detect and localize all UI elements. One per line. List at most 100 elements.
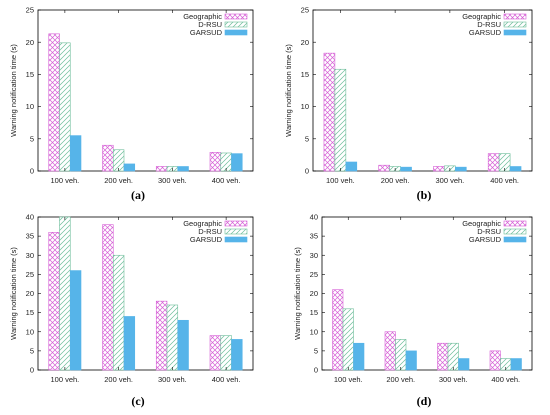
legend-swatch-geographic	[503, 13, 527, 20]
plot-frame	[312, 9, 533, 172]
x-tick-label: 400 veh.	[490, 176, 519, 185]
bar-garsud	[458, 358, 470, 371]
legend-label-geographic: Geographic	[462, 12, 501, 21]
plot-frame	[37, 9, 254, 172]
y-tick-label: 0	[314, 366, 318, 375]
bar-garsud	[509, 166, 522, 172]
bar-garsud	[405, 350, 417, 371]
bar-garsud	[345, 161, 358, 172]
legend-swatch-garsud	[224, 236, 248, 243]
y-tick-label: 35	[26, 232, 34, 241]
bar-geographic	[209, 335, 222, 371]
bar-garsud	[177, 319, 189, 371]
legend-swatch-d-rsu	[224, 21, 248, 28]
bar-geographic	[487, 153, 500, 172]
legend-swatch-geographic	[224, 13, 248, 20]
chart-panel: 0 5 10 15 20 25 30 35 40 Warning notification tim…	[293, 213, 533, 408]
y-tick-label: 10	[310, 327, 318, 336]
y-tick-label: 0	[30, 366, 34, 375]
bar-garsud	[231, 339, 243, 371]
bar-geographic	[332, 289, 344, 371]
bar-d-rsu	[59, 216, 71, 371]
panel-caption: (c)	[131, 394, 144, 408]
x-tick-label: 200 veh.	[104, 176, 133, 185]
bar-d-rsu	[112, 149, 125, 172]
legend-swatch-d-rsu	[503, 228, 527, 235]
y-tick-label: 15	[310, 308, 318, 317]
y-tick-label: 35	[310, 232, 318, 241]
legend-swatch-d-rsu	[224, 228, 248, 235]
legend-label-geographic: Geographic	[462, 219, 501, 228]
legend-label-d-rsu: D-RSU	[477, 227, 501, 236]
bar-geographic	[384, 331, 396, 371]
y-tick-label: 0	[30, 167, 34, 176]
bar-d-rsu	[342, 308, 354, 371]
panel-caption: (d)	[417, 394, 432, 408]
x-tick-label: 300 veh.	[439, 375, 468, 384]
x-tick-label: 300 veh.	[158, 375, 187, 384]
y-tick-label: 20	[26, 38, 34, 47]
legend-label-geographic: Geographic	[183, 219, 222, 228]
legend-swatch-geographic	[224, 220, 248, 227]
bar-geographic	[102, 224, 114, 371]
x-tick-label: 200 veh.	[381, 176, 410, 185]
legend-label-garsud: GARSUD	[190, 28, 223, 37]
bar-geographic	[437, 342, 449, 371]
x-tick-label: 400 veh.	[491, 375, 520, 384]
x-tick-label: 100 veh.	[50, 176, 79, 185]
legend-swatch-geographic	[503, 220, 527, 227]
bar-d-rsu	[447, 342, 459, 371]
y-tick-label: 15	[301, 70, 309, 79]
y-axis-label: Warning notification time (s)	[293, 247, 302, 340]
y-tick-label: 10	[301, 102, 309, 111]
x-tick-label: 100 veh.	[50, 375, 79, 384]
x-tick-label: 400 veh.	[212, 375, 241, 384]
chart-panel: 0 5 10 15 20 25 Warning notification time (s) 1…	[284, 6, 533, 202]
bar-d-rsu	[59, 42, 71, 172]
y-tick-label: 25	[301, 6, 309, 15]
legend-label-geographic: Geographic	[183, 12, 222, 21]
legend-label-garsud: GARSUD	[190, 235, 223, 244]
y-tick-label: 5	[305, 134, 309, 143]
y-tick-label: 40	[310, 213, 318, 222]
bar-garsud	[177, 166, 189, 172]
y-axis-label: Warning notification time (s)	[9, 44, 18, 137]
bar-garsud	[69, 135, 82, 172]
x-tick-label: 200 veh.	[386, 375, 415, 384]
bar-geographic	[433, 166, 445, 172]
bar-geographic	[489, 350, 501, 371]
x-tick-label: 100 veh.	[326, 176, 355, 185]
bar-garsud	[455, 166, 467, 172]
legend-label-garsud: GARSUD	[469, 235, 502, 244]
bar-geographic	[209, 152, 222, 172]
bar-geographic	[48, 232, 60, 371]
bar-d-rsu	[334, 68, 347, 172]
y-tick-label: 5	[314, 346, 318, 355]
bar-geographic	[155, 300, 168, 371]
x-tick-label: 300 veh.	[435, 176, 464, 185]
bar-geographic	[102, 144, 114, 172]
bar-garsud	[353, 342, 365, 371]
bar-garsud	[400, 166, 412, 172]
bar-geographic	[48, 33, 60, 172]
y-tick-label: 20	[310, 289, 318, 298]
bar-garsud	[123, 163, 136, 172]
bar-geographic	[155, 166, 168, 172]
y-tick-label: 5	[30, 346, 34, 355]
y-tick-label: 20	[26, 289, 34, 298]
chart-panel: 0 5 10 15 20 25 30 35 40 Warning notification tim…	[9, 213, 254, 408]
x-tick-label: 100 veh.	[334, 375, 363, 384]
bar-garsud	[510, 358, 522, 371]
bar-garsud	[123, 316, 136, 371]
bar-d-rsu	[112, 254, 125, 371]
y-tick-label: 10	[26, 102, 34, 111]
bar-d-rsu	[220, 335, 232, 371]
legend-swatch-d-rsu	[503, 21, 527, 28]
panel-caption: (b)	[417, 188, 432, 202]
y-tick-label: 25	[26, 270, 34, 279]
bar-geographic	[378, 164, 390, 172]
x-tick-label: 200 veh.	[104, 375, 133, 384]
legend-swatch-garsud	[224, 29, 248, 36]
